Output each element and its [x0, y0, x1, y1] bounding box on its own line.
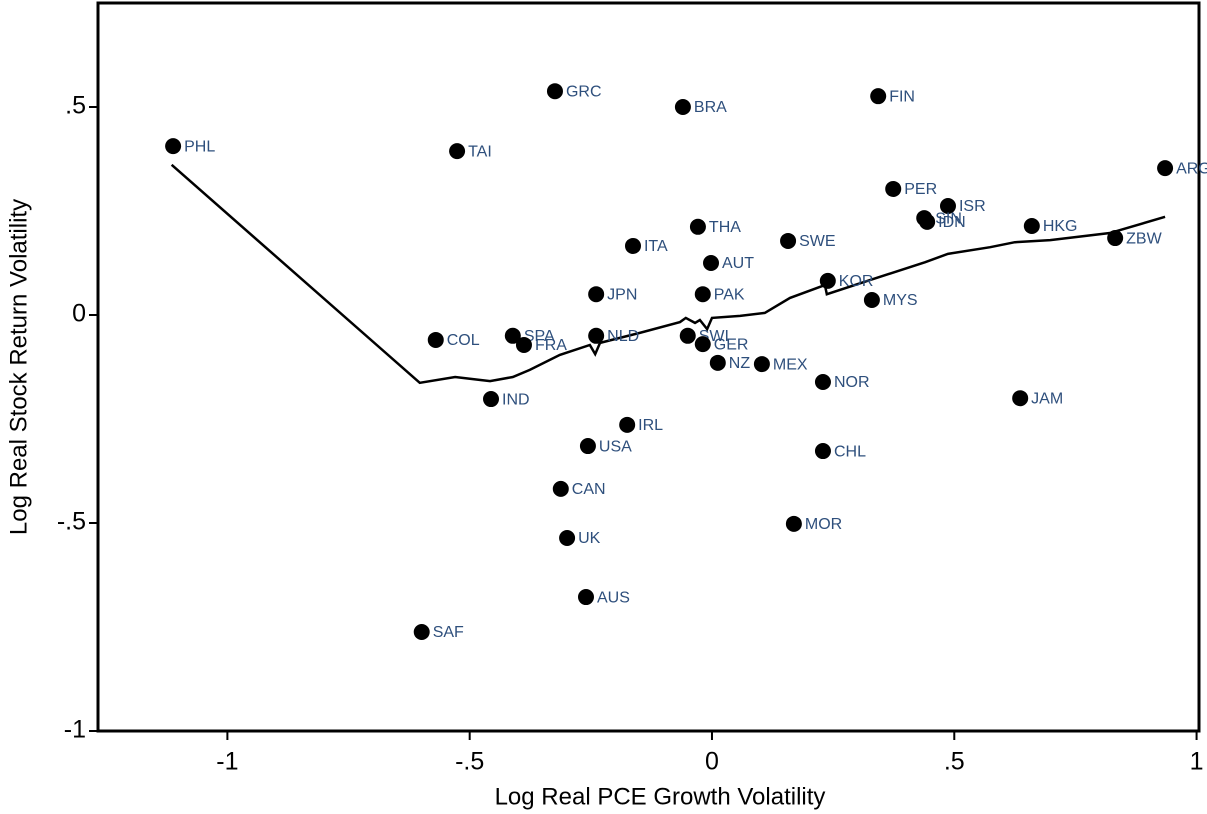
plot-frame [96, 1, 1201, 733]
y-tick-label: .5 [65, 92, 86, 120]
point-label: AUT [722, 255, 754, 272]
point [819, 272, 836, 289]
point-label: MOR [805, 516, 842, 533]
x-tick-label: -.5 [455, 748, 484, 776]
point [709, 354, 726, 371]
point [780, 232, 797, 249]
point-label: SPA [524, 328, 555, 345]
point [870, 88, 887, 105]
point-label: CAN [572, 481, 606, 498]
point-label: ISR [959, 198, 986, 215]
point-label: MYS [883, 292, 918, 309]
point [413, 623, 430, 640]
point-label: KOR [839, 273, 874, 290]
point [703, 255, 720, 271]
point [814, 443, 831, 460]
y-axis-title: Log Real Stock Return Volatility [5, 199, 32, 535]
point-label: BRA [694, 99, 727, 116]
x-tick-label: 1 [1190, 748, 1204, 776]
point-label: PHL [184, 138, 215, 155]
point [753, 356, 770, 373]
point-label: PER [904, 181, 937, 198]
point [689, 218, 706, 235]
point [1012, 390, 1029, 407]
point [552, 480, 569, 497]
fit-line [170, 163, 1166, 385]
point [619, 416, 636, 433]
point [1023, 217, 1040, 234]
point-label: AUS [597, 589, 630, 606]
point-label: GER [714, 336, 749, 353]
point-label: HKG [1043, 218, 1078, 235]
point [939, 198, 956, 215]
point [579, 438, 596, 455]
point-label: ITA [644, 238, 668, 255]
point [165, 138, 182, 155]
point-label: PAK [714, 286, 745, 303]
point-label: FIN [889, 88, 915, 105]
point-label: GRC [566, 83, 602, 100]
point [679, 327, 696, 344]
point [694, 286, 711, 303]
point-label: MEX [773, 356, 808, 373]
point [674, 99, 691, 115]
point [483, 391, 500, 408]
point [427, 331, 444, 348]
point [694, 336, 711, 353]
point-label: NLD [607, 328, 639, 345]
point [919, 213, 936, 230]
point [1107, 230, 1124, 247]
point-label: ZBW [1126, 230, 1162, 247]
point [515, 336, 532, 353]
point [785, 515, 802, 532]
point-label: FRA [535, 337, 567, 354]
point-label: IND [502, 391, 530, 408]
point-label: USA [599, 438, 632, 455]
point-label: NZ [729, 355, 751, 372]
point [814, 373, 831, 390]
point-label: SAF [433, 624, 464, 641]
point-label: NOR [834, 374, 870, 391]
point-label: ARG [1176, 160, 1207, 177]
point-label: JAM [1031, 390, 1063, 407]
point [588, 286, 605, 303]
point [449, 143, 466, 160]
y-tick-label: -.5 [57, 508, 86, 536]
point [559, 529, 576, 546]
point-label: TAI [468, 143, 492, 160]
point-label: COL [447, 332, 480, 349]
point-label: IRL [638, 417, 663, 434]
x-tick-label: .5 [944, 748, 965, 776]
point-label: JPN [607, 286, 637, 303]
point [546, 83, 563, 100]
point-label: SWE [799, 233, 835, 250]
point [885, 180, 902, 197]
x-tick-label: -1 [216, 748, 238, 776]
x-axis-title: Log Real PCE Growth Volatility [495, 783, 826, 810]
point [504, 327, 521, 344]
point-label: THA [709, 219, 741, 236]
point-label: UK [578, 530, 601, 547]
point-label: IDN [938, 214, 966, 231]
point [577, 589, 594, 606]
point [863, 292, 880, 309]
point [588, 327, 605, 344]
y-tick-label: 0 [72, 300, 86, 328]
point [1157, 160, 1174, 177]
point-label: CHL [834, 443, 866, 460]
y-tick-label: -1 [64, 716, 86, 744]
point-label: SIN [935, 210, 962, 227]
x-tick-label: 0 [705, 748, 719, 776]
point [624, 237, 641, 254]
